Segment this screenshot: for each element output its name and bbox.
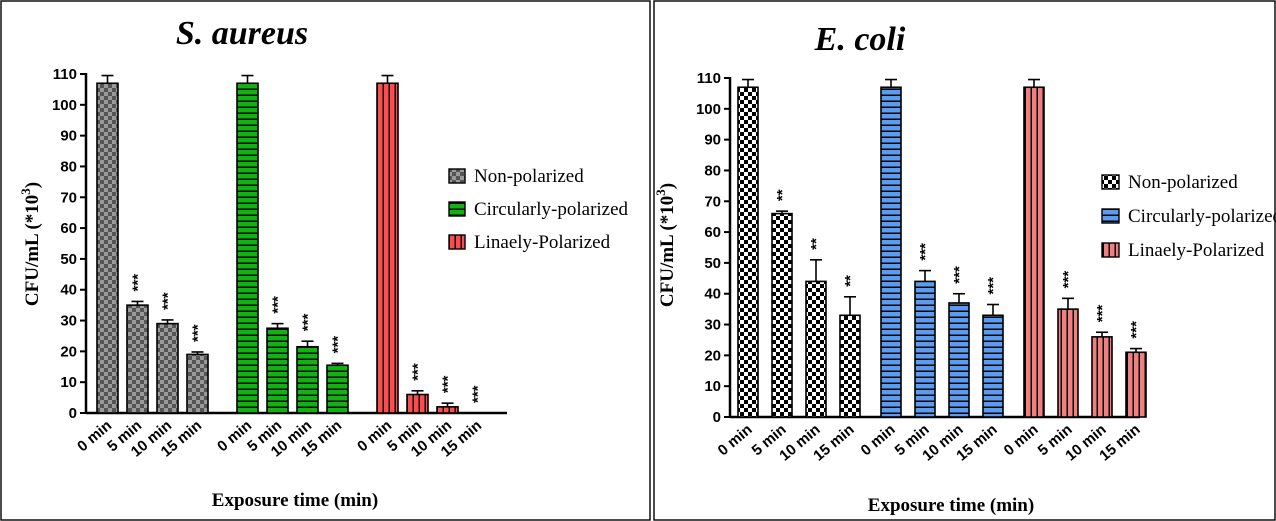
y-axis: 0 10 20 30 40 50 60 70 80 90 100 110 [52,66,88,422]
chart-title: S. aureus [176,15,308,52]
chart-title: E. coli [814,21,906,58]
y-tick-label: 80 [60,158,77,175]
bar [1023,86,1045,418]
significance-marker: *** [917,243,934,261]
y-tick-label: 30 [60,313,77,330]
bar [771,212,793,418]
legend-label: Linaely-Polarized [1128,240,1265,261]
y-tick-label: 70 [704,193,721,210]
y-tick-label: 20 [704,347,721,364]
y-tick-label: 110 [697,70,721,87]
significance-marker: ** [808,238,825,250]
y-tick-label: 100 [696,101,721,118]
significance-marker: *** [440,375,457,393]
significance-marker: *** [1094,305,1111,323]
bar [436,406,459,414]
bar [880,86,902,418]
significance-marker: *** [410,363,427,381]
significance-marker: *** [1128,321,1145,339]
significance-marker: *** [160,292,177,310]
bars: *** *** *** *** *** *** *** *** *** [96,74,487,414]
bar [948,302,970,418]
y-tick-label: 60 [60,220,77,237]
bar [982,314,1004,418]
significance-marker: *** [470,385,487,403]
legend-swatch [1101,208,1120,224]
bar [296,345,319,414]
significance-marker: ** [774,189,791,201]
bar [737,86,759,418]
bar [96,82,119,414]
bar [236,82,259,414]
bar [1125,351,1147,418]
bar [266,327,289,414]
y-tick-label: 30 [704,317,721,334]
y-tick-label: 40 [60,282,77,299]
significance-marker: *** [300,314,317,332]
legend: Non-polarized Circularly-polarized Linaely… [1101,172,1276,261]
legend-label: Circularly-polarized [474,199,629,220]
y-tick-label: 60 [704,224,721,241]
significance-marker: *** [130,274,147,292]
y-tick-label: 20 [60,343,77,360]
legend-swatch [1101,174,1120,190]
y-axis-title: CFU/mL (*103) [653,183,678,307]
bar [126,304,149,414]
legend-swatch [448,201,466,217]
y-tick-label: 90 [60,128,77,145]
y-tick-label: 110 [53,66,77,83]
legend-label: Circularly-polarized [1128,206,1276,227]
significance-marker: *** [1060,271,1077,289]
bar [914,280,936,418]
significance-marker: *** [190,324,207,342]
y-tick-label: 90 [704,132,721,149]
significance-marker: *** [951,266,968,284]
y-tick-label: 50 [60,251,77,268]
y-tick-label: 10 [60,374,77,391]
bar [1057,308,1079,418]
legend-label: Linaely-Polarized [474,232,611,253]
y-tick-label: 0 [69,405,77,422]
legend: Non-polarized Circularly-polarized Linaely… [448,166,629,253]
bar [406,393,429,414]
y-tick-label: 70 [60,189,77,206]
bar [186,353,209,414]
x-axis-title: Exposure time (min) [212,490,378,511]
y-tick-label: 100 [52,97,77,114]
y-tick-label: 50 [704,255,721,272]
bar [156,322,179,414]
y-tick-label: 80 [704,162,721,179]
y-tick-label: 10 [704,378,721,395]
significance-marker: ** [842,275,859,287]
y-tick-label: 40 [704,286,721,303]
bar [839,314,861,418]
legend-swatch [448,234,466,250]
bar [1091,336,1113,418]
significance-marker: *** [985,277,1002,295]
legend-label: Non-polarized [474,166,584,187]
x-axis-title: Exposure time (min) [868,495,1034,516]
significance-marker: *** [330,336,347,354]
y-axis: 0 10 20 30 40 50 60 70 80 90 100 110 [696,70,732,426]
bar [805,280,827,418]
legend-swatch [448,168,466,184]
significance-marker: *** [270,296,287,314]
bar [326,364,349,414]
bar [376,82,399,414]
legend-swatch [1101,242,1120,258]
bars: *************** ********* [737,78,1147,418]
y-axis-title: CFU/mL (*103) [18,182,43,306]
y-tick-label: 0 [713,409,721,426]
legend-label: Non-polarized [1128,172,1238,193]
